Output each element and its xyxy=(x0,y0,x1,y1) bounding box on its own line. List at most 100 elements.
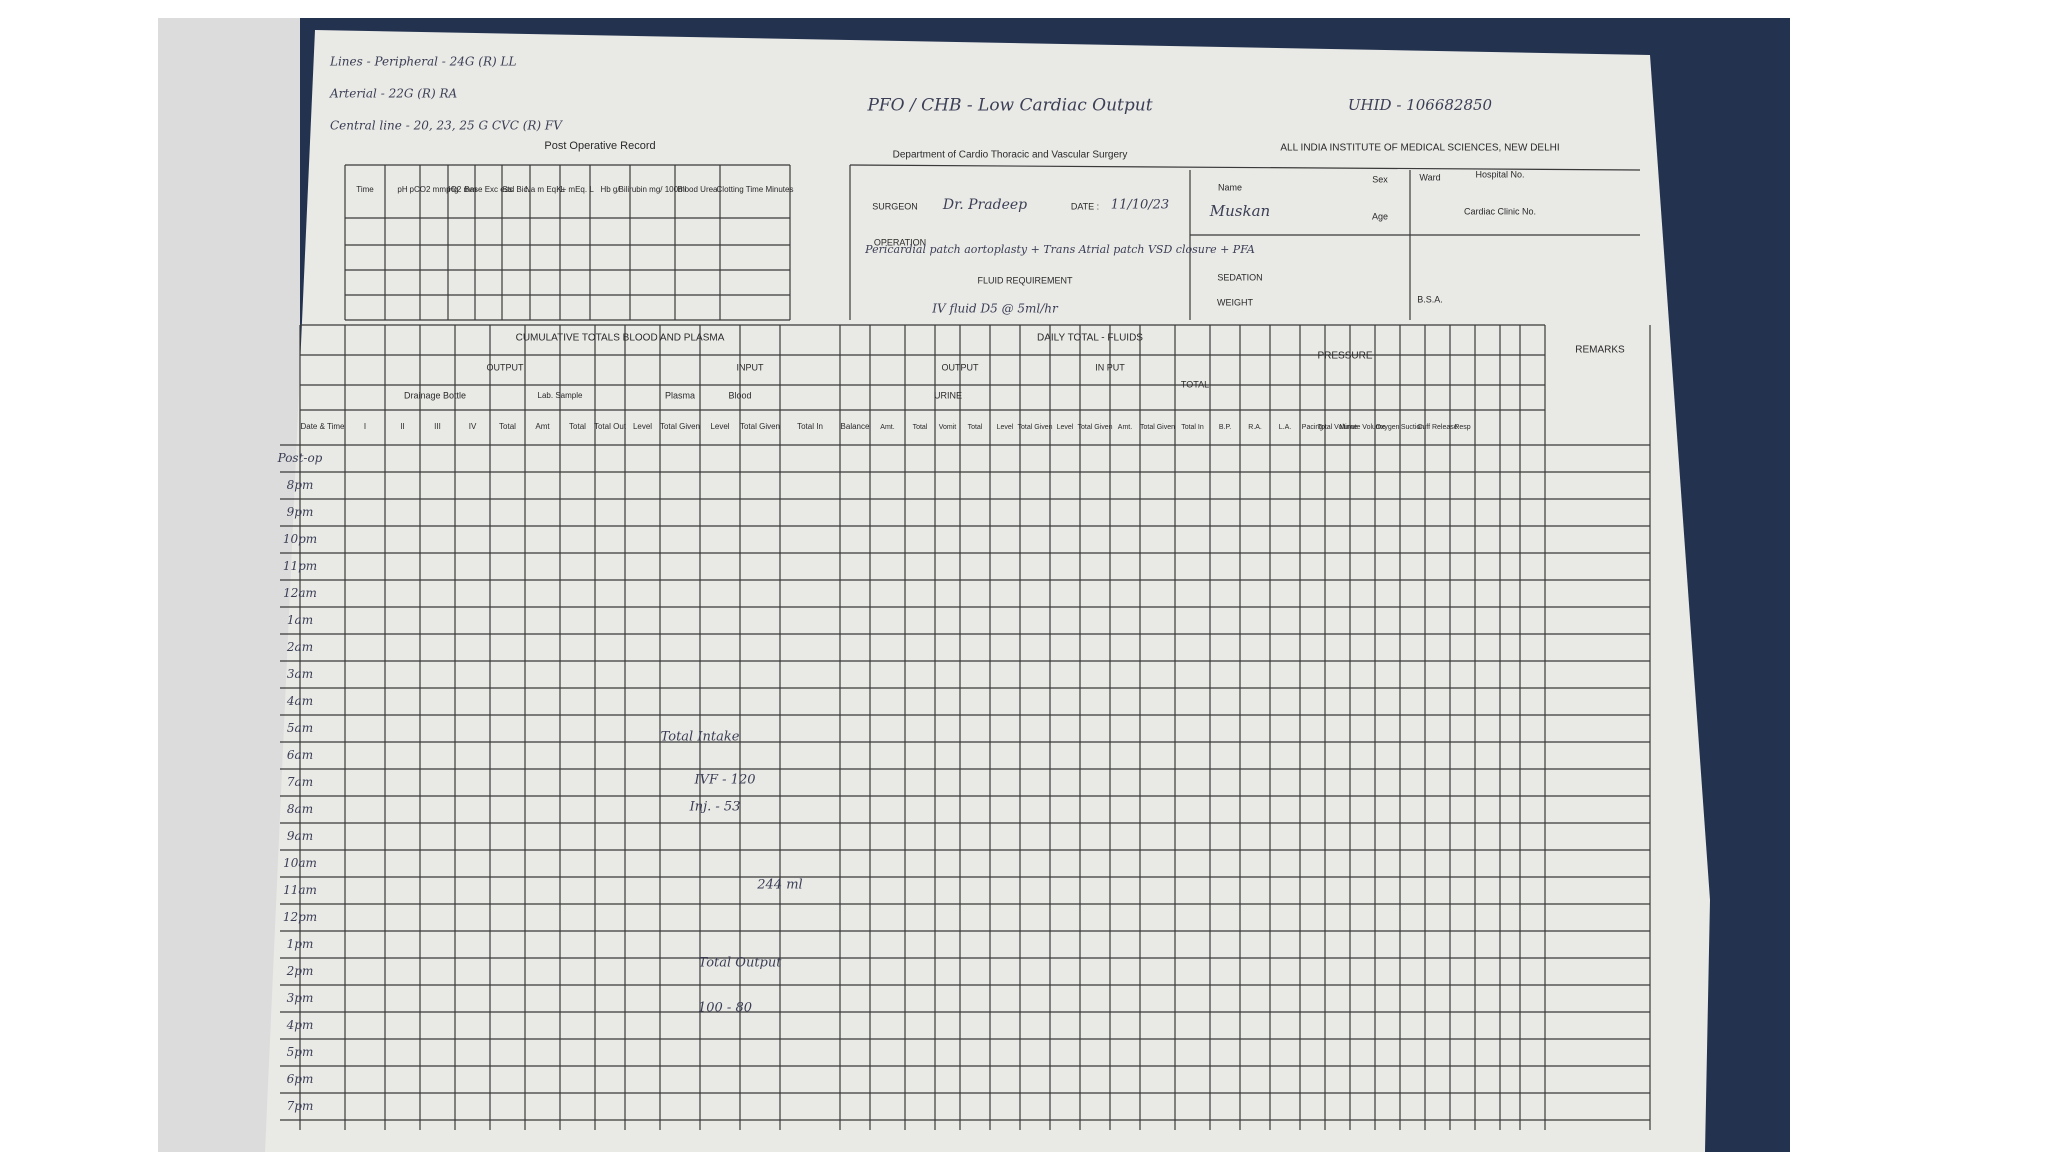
label: Time xyxy=(356,185,374,194)
label: 2pm xyxy=(286,964,314,978)
label: Ward xyxy=(1419,172,1440,182)
label: Amt xyxy=(535,422,550,431)
label: Blood Urea xyxy=(677,185,718,194)
label: 12am xyxy=(283,586,317,600)
label: R.A. xyxy=(1248,424,1262,431)
label: Level xyxy=(710,422,729,431)
label: Resp xyxy=(1454,424,1470,431)
paper xyxy=(265,30,1710,1152)
label: Sex xyxy=(1372,174,1388,184)
label: Lab. Sample xyxy=(538,391,583,400)
label: OUTPUT xyxy=(942,362,980,372)
label: IN PUT xyxy=(1095,362,1125,372)
label: Amt. xyxy=(1118,424,1132,431)
label: III xyxy=(434,422,441,431)
label: B.S.A. xyxy=(1417,294,1443,304)
label: Bilirubin mg/ 100ml xyxy=(618,185,686,194)
label: 12pm xyxy=(283,910,317,924)
label: K+ mEq. L xyxy=(556,185,594,194)
label: Level xyxy=(997,424,1014,431)
label: IV fluid D5 @ 5ml/hr xyxy=(931,302,1059,316)
label: Cardiac Clinic No. xyxy=(1464,206,1536,216)
label: Suction xyxy=(1401,424,1424,431)
label: OPERATION xyxy=(874,237,926,247)
label: 1pm xyxy=(287,937,314,951)
label: Std Bic. xyxy=(502,185,530,194)
label: Plasma xyxy=(665,390,695,400)
label: Total Given xyxy=(740,422,780,431)
label: Total In xyxy=(797,422,823,431)
label: IV xyxy=(469,422,477,431)
label: Minute Volume xyxy=(1339,424,1385,431)
label: DAILY TOTAL - FLUIDS xyxy=(1037,333,1143,344)
label: Post Operative Record xyxy=(544,140,655,152)
label: 7pm xyxy=(287,1099,314,1113)
label: L.A. xyxy=(1279,424,1292,431)
label: Date & Time xyxy=(300,422,345,431)
label: URINE xyxy=(934,390,962,400)
label: 11pm xyxy=(283,559,317,573)
label: UHID - 106682850 xyxy=(1348,96,1493,114)
label: ALL INDIA INSTITUTE OF MEDICAL SCIENCES,… xyxy=(1280,143,1559,154)
label: FLUID REQUIREMENT xyxy=(977,275,1073,285)
label: Lines - Peripheral - 24G (R) LL xyxy=(329,55,516,69)
label: Total Volume xyxy=(1317,424,1357,431)
grid-line xyxy=(849,164,1641,171)
label: I xyxy=(364,422,366,431)
label: INPUT xyxy=(737,362,765,372)
label: 3am xyxy=(287,667,313,681)
label: Name xyxy=(1218,182,1242,192)
label: Total Given xyxy=(1140,424,1175,431)
label: OUTPUT xyxy=(487,362,525,372)
label: Total xyxy=(499,422,516,431)
label: 4am xyxy=(286,694,313,708)
label: Level xyxy=(633,422,652,431)
label: II xyxy=(400,422,404,431)
label: 5pm xyxy=(287,1045,314,1059)
label: Central line - 20, 23, 25 G CVC (R) FV xyxy=(330,119,563,133)
label: Total Given xyxy=(1077,424,1112,431)
label: Pacing xyxy=(1302,424,1324,431)
label: 8am xyxy=(287,802,313,816)
label: Base Exc ess xyxy=(464,185,512,194)
label: Amt. xyxy=(880,424,894,431)
label: 8pm xyxy=(287,478,314,492)
label: Hb g/ xyxy=(600,185,620,194)
label: Cuff Release xyxy=(1417,424,1457,431)
label: 9pm xyxy=(287,505,314,519)
label: 6pm xyxy=(287,1072,314,1086)
label: Balance xyxy=(841,422,870,431)
label: Total Given xyxy=(1017,424,1052,431)
form-grid xyxy=(280,164,1651,1130)
label: Total Output xyxy=(699,956,783,971)
label: 11/10/23 xyxy=(1111,198,1169,213)
label: Pericardial patch aortoplasty + Trans At… xyxy=(864,243,1255,256)
label: 5am xyxy=(287,721,313,735)
label: B.P. xyxy=(1219,424,1231,431)
label: DATE : xyxy=(1071,201,1099,211)
label: 100 - 80 xyxy=(698,1001,752,1016)
label: pH xyxy=(397,185,407,194)
label: Age xyxy=(1372,211,1388,221)
other-sheet xyxy=(158,18,300,1152)
label: Total xyxy=(968,424,983,431)
label: 4pm xyxy=(286,1018,314,1032)
label: TOTAL xyxy=(1181,379,1209,389)
label: 2am xyxy=(286,640,313,654)
label: Total xyxy=(913,424,928,431)
label: Total Intake xyxy=(661,730,740,745)
label: Post-op xyxy=(277,451,323,465)
label: Clotting Time Minutes xyxy=(717,185,794,194)
label: Level xyxy=(1057,424,1074,431)
label: Total xyxy=(569,422,586,431)
label: REMARKS xyxy=(1575,345,1625,356)
label: SURGEON xyxy=(872,201,918,211)
label: Drainage Bottle xyxy=(404,390,466,400)
label: 10pm xyxy=(283,532,317,546)
label: 244 ml xyxy=(756,878,802,893)
label: Oxygen xyxy=(1375,424,1399,431)
label: WEIGHT xyxy=(1217,297,1253,307)
label: PRESSURE xyxy=(1317,351,1372,362)
label: 3pm xyxy=(287,991,314,1005)
